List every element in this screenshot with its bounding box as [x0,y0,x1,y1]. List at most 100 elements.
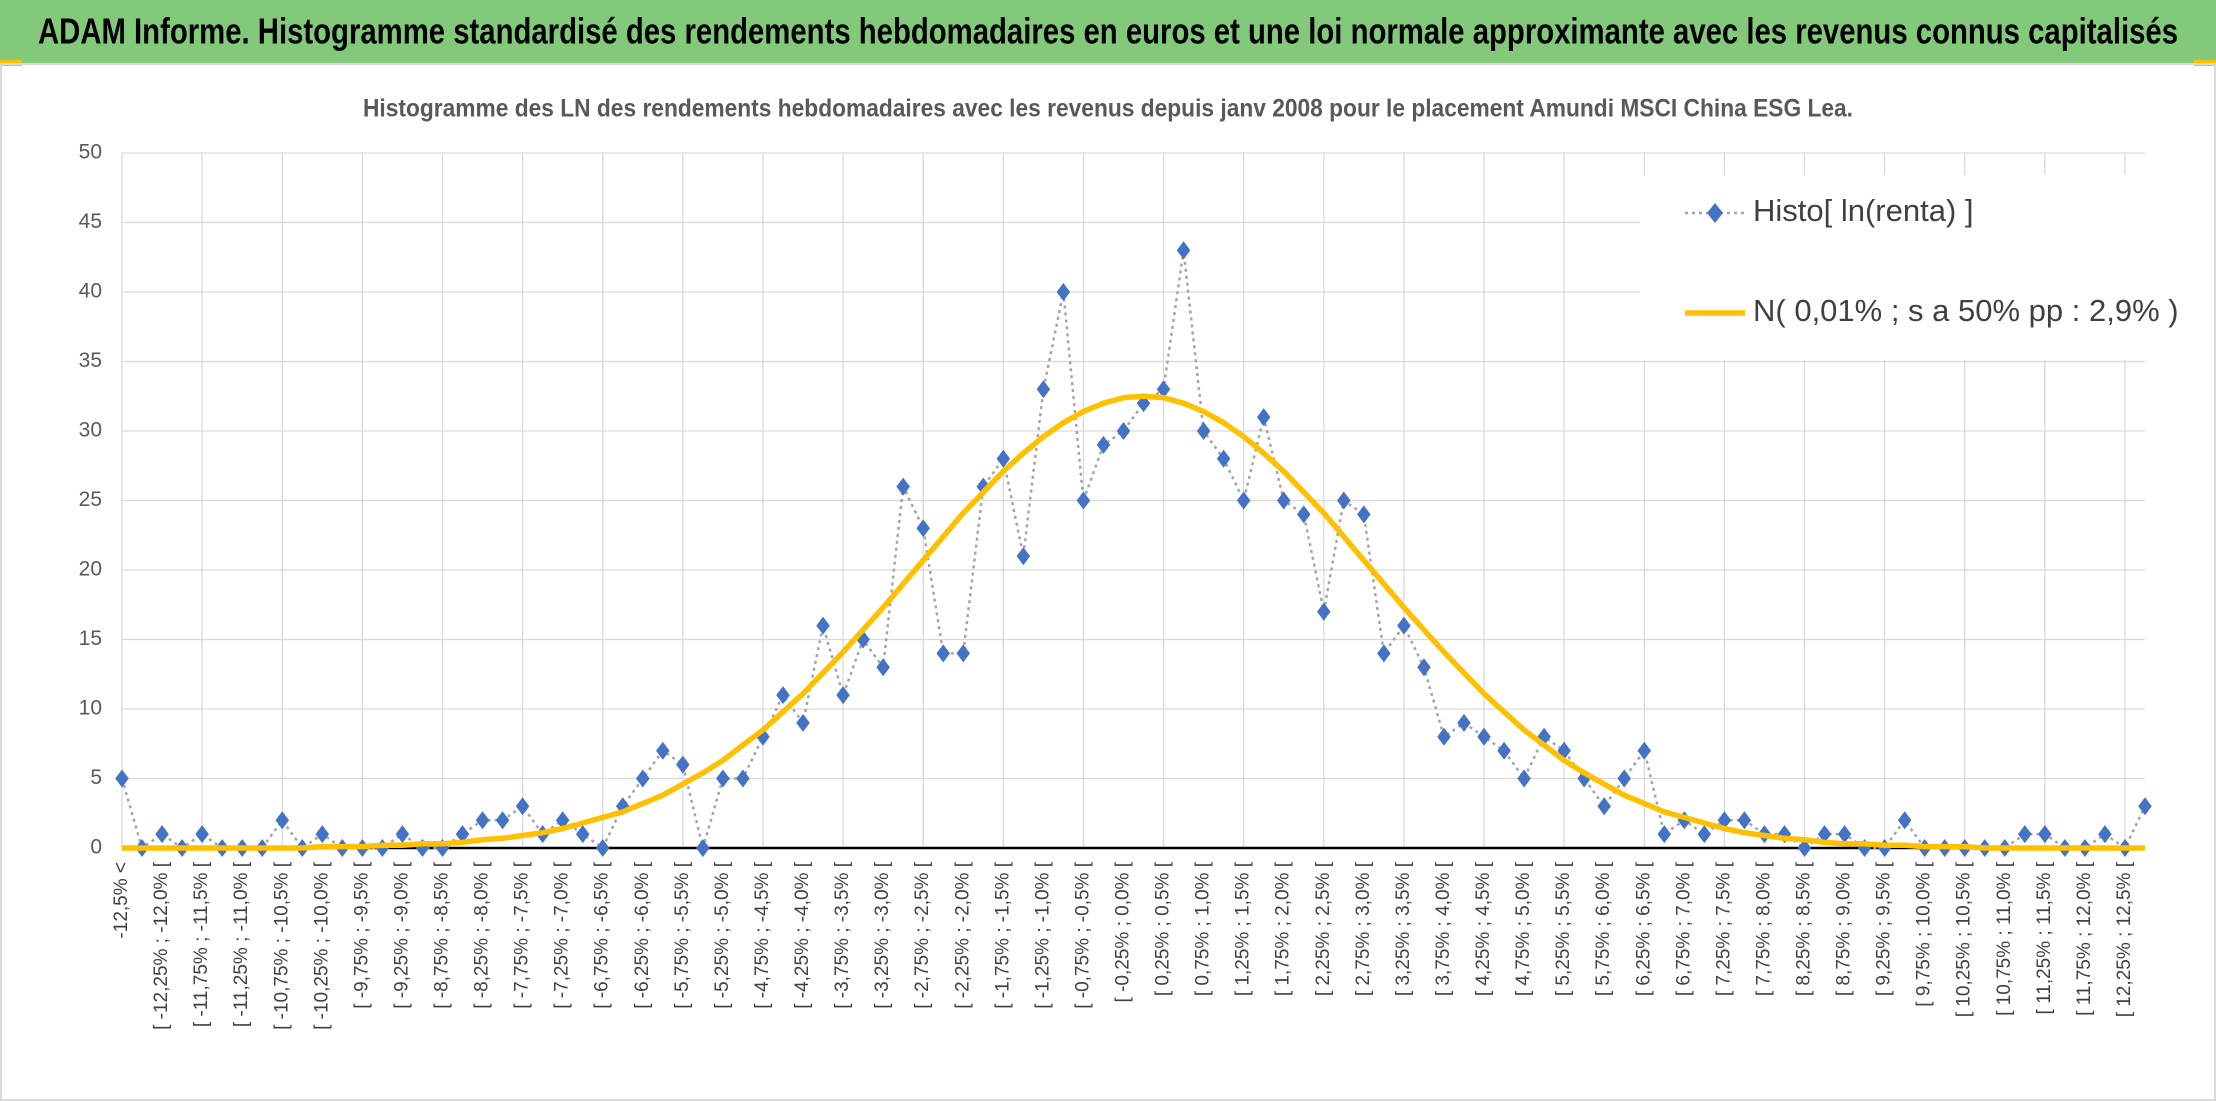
x-tick-label: [ 5,25% ; 5,5% [ [1553,861,1574,996]
data-point [676,755,690,774]
data-point [275,811,289,830]
data-point [1797,839,1812,857]
data-point [1176,241,1191,260]
x-tick-label: [ -7,75% ; -7,5% [ [512,861,533,1009]
x-tick-label: [ -10,75% ; -10,5% [ [271,861,292,1030]
data-point [1357,505,1371,524]
x-tick-label: [ -10,25% ; -10,0% [ [311,861,332,1030]
data-point [896,477,910,496]
data-point [1096,435,1111,454]
x-tick-label: [ -1,75% ; -1,5% [ [992,861,1013,1009]
x-tick-label: [ 5,75% ; 6,0% [ [1593,861,1614,996]
y-tick-label: 20 [79,558,102,581]
data-point [636,769,650,788]
y-tick-label: 35 [79,349,102,372]
x-tick-label: [ -2,75% ; -2,5% [ [912,861,933,1009]
y-tick-label: 50 [79,141,102,164]
data-point [876,658,890,677]
x-tick-label: [ 0,25% ; 0,5% [ [1153,861,1174,996]
x-tick-label: [ -3,25% ; -3,0% [ [872,861,893,1009]
x-tick-label: [ 7,25% ; 7,5% [ [1713,861,1734,996]
x-tick-label: [ 10,75% ; 11,0% [ [1994,861,2015,1016]
data-point [656,741,670,760]
x-tick-label: [ -8,25% ; -8,0% [ [472,861,493,1009]
data-point [315,825,330,844]
data-point [1116,422,1131,440]
data-point [2098,825,2112,844]
data-point [2038,825,2052,844]
x-tick-label: -12,5% < [111,862,132,939]
x-tick-label: [ -5,75% ; -5,5% [ [672,861,693,1009]
x-tick-label: [ 11,25% ; 11,5% [ [2034,861,2055,1014]
y-tick-label: 45 [79,210,102,233]
data-point [1637,741,1652,760]
y-tick-label: 0 [90,836,102,859]
data-point [1397,616,1411,635]
data-point [1276,491,1291,510]
x-tick-label: [ 1,25% ; 1,5% [ [1233,861,1254,996]
frame [0,63,2216,1101]
legend-label: N( 0,01% ; s a 50% pp : 2,9% ) [1753,293,2179,328]
x-tick-label: [ 9,25% ; 9,5% [ [1874,861,1895,996]
x-tick-label: [ -2,25% ; -2,0% [ [952,861,973,1009]
data-point [2138,797,2152,816]
x-tick-label: [ 11,75% ; 12,0% [ [2074,861,2095,1016]
data-point [1297,505,1311,524]
data-point [816,616,830,635]
x-tick-label: [ 3,75% ; 4,0% [ [1433,861,1454,996]
data-point [1817,825,1832,844]
header-title: ADAM Informe. Histogramme standardisé de… [38,11,2178,52]
data-point [1717,811,1732,830]
x-tick-label: [ -6,75% ; -6,5% [ [592,861,613,1009]
x-tick-label: [ 6,25% ; 6,5% [ [1633,861,1654,996]
data-point [495,811,510,830]
legend-label: Histo[ ln(renta) ] [1753,193,1974,228]
x-tick-label: [ 3,25% ; 3,5% [ [1393,861,1414,996]
x-tick-label: [ -11,25% ; -11,0% [ [231,861,252,1027]
x-tick-label: [ 10,25% ; 10,5% [ [1954,861,1975,1017]
data-point [736,769,750,788]
data-point [1477,727,1491,746]
legend-box [1640,175,2145,360]
data-point [155,825,169,844]
x-tick-label: [ 7,75% ; 8,0% [ [1753,861,1774,996]
data-point [1657,825,1672,844]
x-tick-label: [ -9,25% ; -9,0% [ [391,861,412,1009]
x-tick-label: [ -7,25% ; -7,0% [ [552,861,573,1009]
data-point [796,713,810,732]
data-point [1617,769,1631,788]
x-tick-label: [ 4,25% ; 4,5% [ [1473,861,1494,996]
data-point [776,686,790,705]
data-point [1156,380,1171,399]
x-tick-label: [ 2,25% ; 2,5% [ [1313,861,1334,996]
x-tick-label: [ -4,75% ; -4,5% [ [752,861,773,1009]
x-tick-label: [ -1,25% ; -1,0% [ [1032,861,1053,1009]
x-tick-label: [ 0,75% ; 1,0% [ [1193,861,1214,996]
data-point [1437,727,1451,746]
data-point [595,839,610,857]
y-tick-label: 25 [79,488,102,511]
x-tick-label: [ -0,25% ; 0,0% [ [1113,861,1134,1002]
data-point [836,686,850,705]
x-tick-label: [ 4,75% ; 5,0% [ [1513,861,1534,996]
y-tick-label: 30 [79,419,102,442]
data-point [1196,422,1211,440]
data-point [1076,491,1091,510]
data-point [555,811,570,830]
x-tick-label: [ -9,75% ; -9,5% [ [351,861,372,1009]
data-point [455,825,470,844]
chart-title: Histogramme des LN des rendements hebdom… [363,95,1853,123]
data-point [475,811,490,830]
data-point [115,769,129,788]
data-point [996,449,1011,468]
data-point [1897,811,1912,830]
data-point [1597,797,1611,816]
data-point [1317,602,1331,621]
data-point [1417,658,1431,677]
x-tick-label: [ -4,25% ; -4,0% [ [792,861,813,1009]
data-point [1056,283,1071,301]
y-tick-label: 40 [79,280,102,303]
normal-curve [122,393,2145,851]
x-tick-label: [ 8,75% ; 9,0% [ [1834,861,1855,996]
